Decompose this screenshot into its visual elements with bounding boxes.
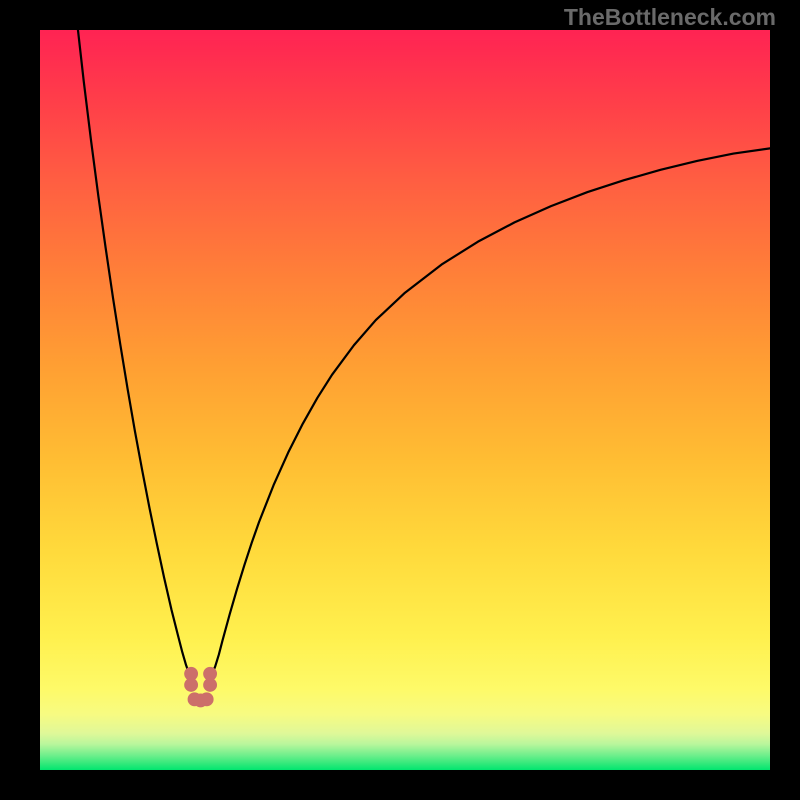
plot-background	[40, 30, 770, 770]
chart-svg	[0, 0, 800, 800]
bottleneck-chart: TheBottleneck.com	[0, 0, 800, 800]
watermark-text: TheBottleneck.com	[564, 4, 776, 31]
